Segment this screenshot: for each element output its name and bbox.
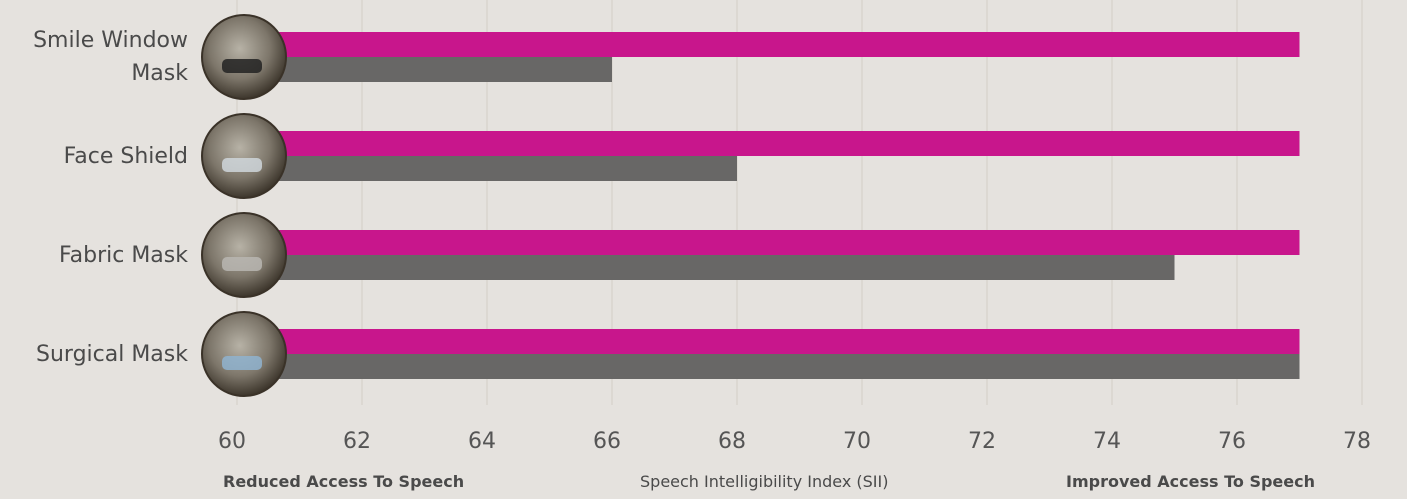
bar — [237, 329, 1300, 354]
x-tick-label: 70 — [843, 429, 871, 454]
chart: 60 62 64 66 68 70 72 74 76 78 — [0, 0, 1407, 499]
x-tick-label: 66 — [593, 429, 621, 454]
category-label: Face Shield — [0, 111, 188, 201]
x-axis: 60 62 64 66 68 70 72 74 76 78 — [218, 429, 1371, 454]
x-axis-title: Speech Intelligibility Index (SII) — [640, 472, 888, 491]
x-tick-label: 76 — [1218, 429, 1246, 454]
mask-photo-detail — [222, 59, 262, 73]
x-tick-label: 62 — [343, 429, 371, 454]
category-label: Surgical Mask — [0, 309, 188, 399]
x-tick-label: 64 — [468, 429, 496, 454]
x-tick-label: 78 — [1343, 429, 1371, 454]
category-label: Fabric Mask — [0, 210, 188, 300]
bar — [237, 230, 1300, 255]
annotation-left: Reduced Access To Speech — [223, 472, 464, 491]
mask-photo — [202, 114, 286, 198]
mask-photo — [202, 312, 286, 396]
mask-photo-detail — [222, 257, 262, 271]
category-label-text: Fabric Mask — [12, 239, 188, 272]
x-tick-label: 60 — [218, 429, 246, 454]
bar — [237, 57, 612, 82]
bar — [237, 354, 1300, 379]
annotation-right: Improved Access To Speech — [1066, 472, 1315, 491]
x-tick-label: 72 — [968, 429, 996, 454]
x-tick-label: 68 — [718, 429, 746, 454]
mask-photo — [202, 213, 286, 297]
category-label-text: Smile Window Mask — [12, 24, 188, 90]
icons — [202, 15, 286, 396]
bar — [237, 255, 1175, 280]
category-label-text: Surgical Mask — [12, 338, 188, 371]
page: 60 62 64 66 68 70 72 74 76 78 Smile Window Mask Fa… — [0, 0, 1407, 499]
x-tick-label: 74 — [1093, 429, 1121, 454]
bar — [237, 156, 737, 181]
mask-photo-detail — [222, 158, 262, 172]
bar — [237, 32, 1300, 57]
bar — [237, 131, 1300, 156]
mask-photo — [202, 15, 286, 99]
category-label-text: Face Shield — [12, 140, 188, 173]
category-label: Smile Window Mask — [0, 12, 188, 102]
bars — [237, 32, 1300, 379]
mask-photo-detail — [222, 356, 262, 370]
